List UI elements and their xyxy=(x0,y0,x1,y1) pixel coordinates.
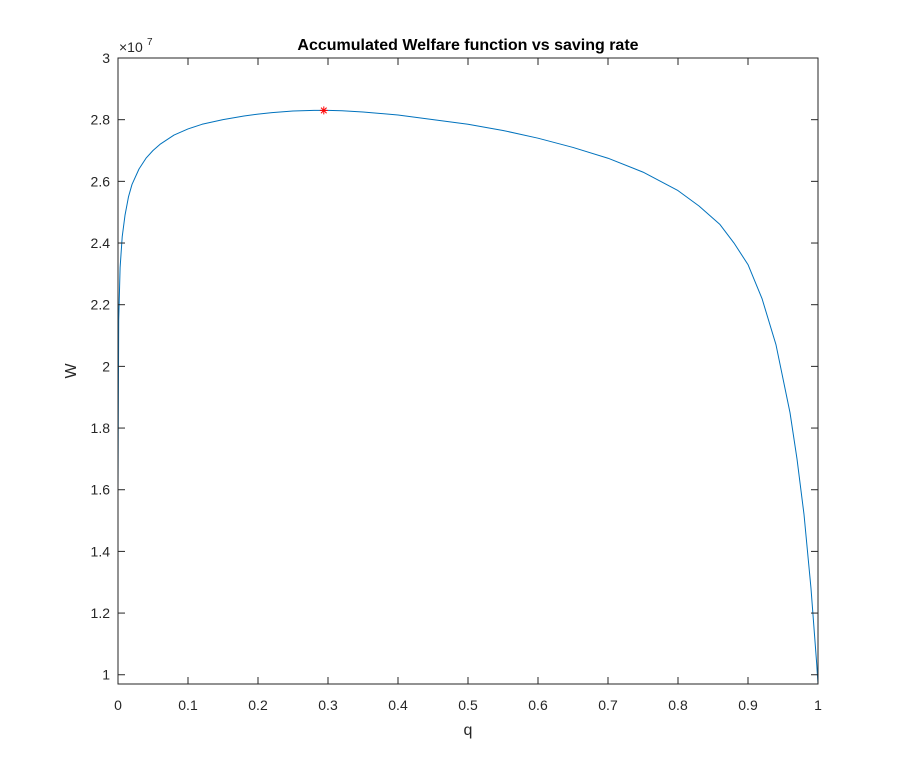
y-exponent: ×10 7 xyxy=(119,37,153,55)
y-tick-label: 2.4 xyxy=(91,235,111,251)
plot-area xyxy=(118,58,818,684)
y-tick-labels: 1 1.2 1.4 1.6 1.8 2 2.2 2.4 2.6 2.8 3 xyxy=(91,50,111,683)
x-tick-label: 0.7 xyxy=(598,697,618,713)
x-tick-label: 1 xyxy=(814,697,822,713)
x-tick-label: 0 xyxy=(114,697,122,713)
y-tick-label: 3 xyxy=(102,50,110,66)
marker-layer xyxy=(319,106,328,115)
x-tick-labels: 0 0.1 0.2 0.3 0.4 0.5 0.6 0.7 0.8 0.9 1 xyxy=(114,697,822,713)
x-tick-label: 0.5 xyxy=(458,697,478,713)
axes-box xyxy=(117,57,819,685)
x-tick-label: 0.2 xyxy=(248,697,268,713)
x-tick-label: 0.6 xyxy=(528,697,548,713)
y-tick-label: 2.6 xyxy=(91,173,111,189)
x-tick-label: 0.8 xyxy=(668,697,688,713)
chart-title: Accumulated Welfare function vs saving r… xyxy=(297,37,638,54)
max-marker xyxy=(319,106,328,115)
y-tick-label: 2.8 xyxy=(91,112,111,128)
y-exponent-power: 7 xyxy=(147,37,153,48)
series-layer xyxy=(117,109,819,685)
series-line-0 xyxy=(117,109,819,685)
y-tick-label: 1.8 xyxy=(91,420,111,436)
y-axis-label: W xyxy=(63,363,80,379)
y-exponent-base: ×10 xyxy=(119,39,143,55)
x-axis-label: q xyxy=(464,722,473,739)
x-tick-label: 0.9 xyxy=(738,697,758,713)
y-tick-label: 2 xyxy=(102,358,110,374)
x-tick-label: 0.4 xyxy=(388,697,408,713)
y-tick-label: 1.6 xyxy=(91,482,111,498)
y-tick-label: 1 xyxy=(102,667,110,683)
y-tick-label: 2.2 xyxy=(91,297,111,313)
y-tick-label: 1.4 xyxy=(91,543,111,559)
x-tick-label: 0.3 xyxy=(318,697,338,713)
y-tick-label: 1.2 xyxy=(91,605,111,621)
x-tick-label: 0.1 xyxy=(178,697,198,713)
